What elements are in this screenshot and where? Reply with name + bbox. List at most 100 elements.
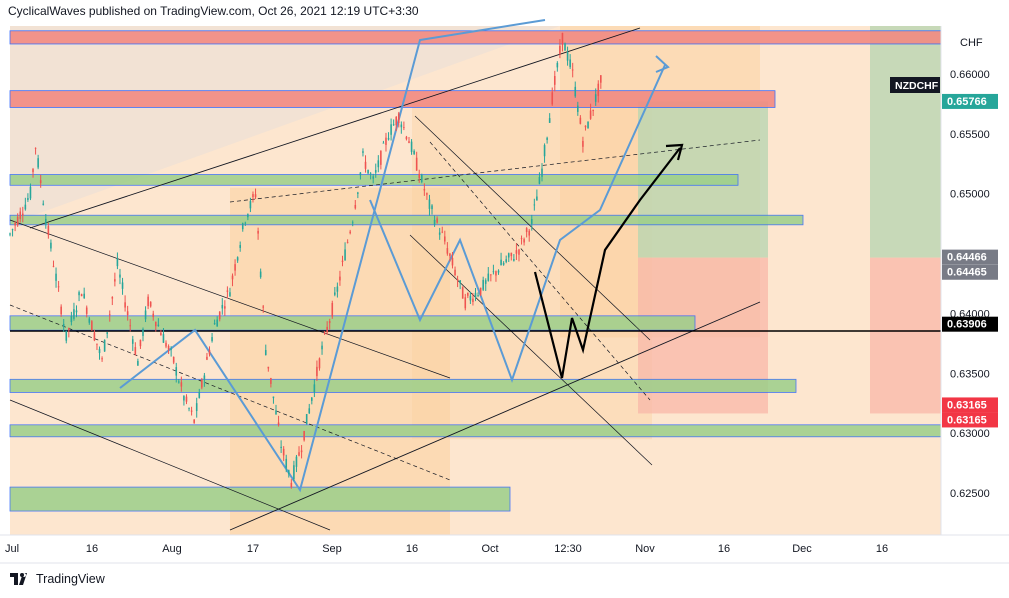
candle-body [564,43,566,51]
candle-body [170,348,172,350]
x-tick-label: 16 [876,543,888,555]
stop-loss-zone [870,257,941,414]
price-label: 0.65766 [947,96,987,108]
x-tick-label: Aug [162,543,182,555]
time-axis-background [0,535,1009,563]
candle-body [34,147,37,149]
candle-body [39,180,42,184]
x-tick-label: 17 [247,543,259,555]
candle-body [418,173,421,179]
candle-body [162,334,165,343]
channel-mid-line [229,139,761,203]
candle-body [264,350,267,356]
currency-label: CHF [960,37,983,49]
support-zone [9,214,804,226]
candle-body [47,226,50,236]
candle-body [589,110,592,119]
candle-body [525,228,528,233]
y-tick-label: 0.65500 [950,129,990,141]
candle-body [313,384,316,393]
candle-body [45,218,47,225]
candle-body [91,321,93,331]
candle-body [144,310,147,320]
candle-body [574,86,577,97]
price-label: 0.64465 [947,267,987,279]
candle-body [247,214,249,218]
candle-body [594,94,597,102]
x-tick-label: Dec [792,543,812,555]
candle-body [482,279,484,290]
candle-body [183,396,185,401]
candle-body [513,259,515,261]
candle-body [303,430,305,441]
candle-body [32,169,34,173]
candle-body [380,150,382,165]
candle-body [290,482,293,487]
candle-body [37,158,39,168]
candle-body [9,233,11,235]
tradingview-branding[interactable]: TradingView [10,572,105,586]
candle-body [75,310,78,313]
candle-body [88,318,91,323]
projection-path-blue [369,64,666,383]
price-chart[interactable]: 0.625000.630000.635000.640000.645000.650… [0,0,1009,568]
candle-body [464,297,467,309]
candle-body [295,456,298,467]
candle-body [523,239,525,243]
candle-body [137,360,139,366]
candle-body [456,279,459,281]
candle-body [226,290,229,292]
candle-body [382,142,385,144]
candle-body [510,252,513,257]
support-zone [9,174,739,186]
candle-body [24,204,27,210]
candle-body [505,259,507,262]
candle-body [259,271,262,278]
tradingview-brand-text: TradingView [36,572,105,586]
candle-body [21,213,24,216]
candle-body [129,325,132,327]
candle-body [221,304,224,309]
candle-body [328,321,331,324]
candle-body [438,232,441,235]
candle-body [484,280,487,284]
candle-body [85,307,88,314]
price-label: 0.63906 [947,319,987,331]
x-tick-label: 16 [718,543,730,555]
target-profit-zone [870,26,941,258]
candle-body [390,124,392,135]
candle-body [579,117,582,124]
candle-body [600,75,602,83]
candle-body [213,323,216,325]
candle-body [98,348,101,354]
candle-body [584,125,587,128]
price-label: 0.63165 [947,399,987,411]
candle-body [244,222,247,224]
candle-body [27,198,29,200]
x-tick-label: 16 [406,543,418,555]
x-tick-label: 12:30 [554,543,582,555]
candle-body [300,450,303,453]
candle-body [224,306,226,309]
candle-body [479,287,482,295]
candle-body [321,345,323,350]
candle-body [349,231,351,234]
candle-body [139,339,142,347]
candle-body [431,205,433,210]
candle-body [254,194,257,198]
candle-body [60,306,62,315]
candle-body [428,199,431,209]
candle-body [536,196,538,201]
candle-body [487,273,490,281]
y-tick-label: 0.65000 [950,189,990,201]
candle-body [413,150,415,154]
candle-body [354,204,357,209]
candle-body [147,296,149,307]
support-zone [9,315,696,331]
candle-body [293,465,295,480]
price-label-tag [942,264,998,280]
price-label: 0.63165 [947,414,987,426]
candle-body [57,286,60,288]
candle-body [410,141,413,152]
price-label-tag [942,397,998,413]
